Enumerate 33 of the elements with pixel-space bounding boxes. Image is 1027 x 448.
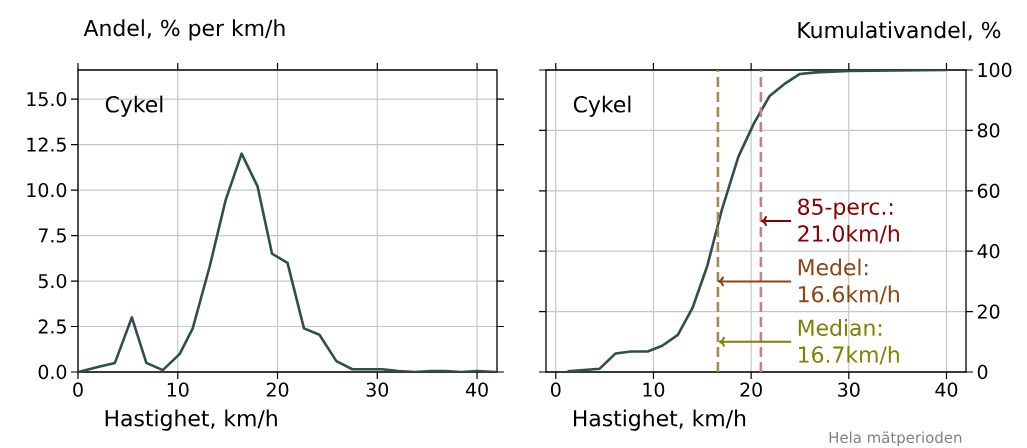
annotation: Cykel: [573, 95, 631, 117]
y-tick-label: 0: [977, 364, 988, 380]
y-tick-label: 5.0: [38, 273, 67, 289]
y-tick-label: 2.5: [38, 319, 66, 334]
y-tick-label: 40: [977, 244, 1000, 259]
x-tick-label: 30: [366, 382, 389, 397]
y-axis-title: Andel, % per km/h: [83, 19, 285, 41]
x-tick-label: 20: [266, 382, 289, 397]
annotation: 85-perc.: 21.0km/h: [798, 198, 899, 244]
x-axis-title: Hastighet, km/h: [573, 409, 746, 431]
y-tick-label: 20: [977, 304, 1000, 319]
y-tick-label: 100: [978, 62, 1012, 78]
text: Hela mätperioden: [829, 431, 962, 446]
y-axis-title: Kumulativandel, %: [798, 21, 1001, 41]
annotation: Cykel: [105, 95, 163, 117]
y-tick-label: 15.0: [27, 91, 67, 107]
y-tick-label: 7.5: [38, 228, 66, 243]
x-tick-label: 10: [643, 382, 665, 397]
x-tick-label: 30: [838, 382, 860, 397]
x-tick-label: 0: [551, 382, 561, 397]
y-tick-label: 0.0: [38, 364, 67, 380]
x-tick-label: 10: [167, 382, 189, 397]
x-tick-label: 40: [465, 382, 488, 397]
y-tick-label: 80: [977, 123, 1000, 138]
x-tick-label: 0: [73, 382, 83, 397]
annotation: Medel: 16.6km/h: [798, 258, 899, 305]
y-tick-label: 10.0: [27, 182, 67, 198]
x-tick-label: 20: [740, 382, 762, 397]
x-axis-title: Hastighet, km/h: [105, 409, 277, 431]
y-tick-label: 12.5: [27, 137, 66, 152]
x-tick-label: 40: [935, 382, 958, 397]
annotation: Median: 16.7km/h: [798, 319, 899, 365]
y-tick-label: 60: [977, 183, 1000, 198]
